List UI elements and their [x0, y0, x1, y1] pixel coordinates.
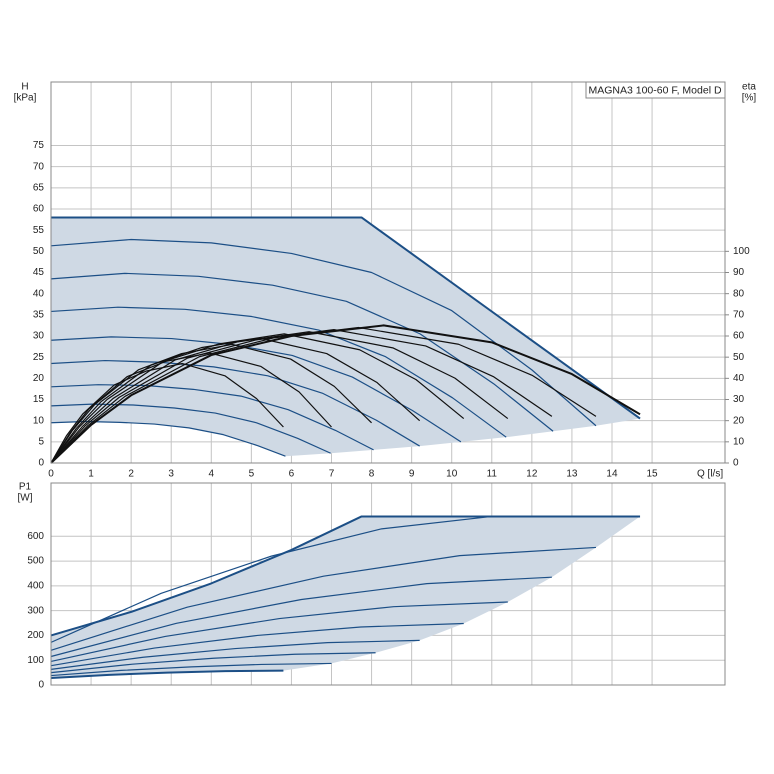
- y-axis-unit: [W]: [18, 493, 33, 504]
- x-tick-label: 9: [409, 469, 415, 480]
- x-tick-label: 7: [329, 469, 335, 480]
- y-tick-label: 25: [33, 352, 45, 363]
- curve: [50, 639, 420, 670]
- efficiency-curve: [50, 324, 641, 464]
- x-tick-label: 10: [446, 469, 458, 480]
- y-tick-label: 0: [38, 680, 44, 691]
- curve: [50, 576, 552, 658]
- y-tick-label: 100: [27, 655, 44, 666]
- y-tick-label: 10: [33, 415, 45, 426]
- title-box: [585, 81, 726, 99]
- curve: [50, 662, 332, 677]
- top-panel-frame: [50, 81, 726, 464]
- y2-tick-label: 40: [733, 373, 745, 384]
- curve: [50, 306, 507, 438]
- y-tick-label: 300: [27, 605, 44, 616]
- y-tick-label: 600: [27, 531, 44, 542]
- x-tick-label: 15: [647, 469, 659, 480]
- y-tick-label: 200: [27, 630, 44, 641]
- y-axis-label: H: [21, 82, 28, 93]
- curve: [50, 546, 597, 651]
- y-tick-label: 5: [38, 436, 44, 447]
- efficiency-curve: [50, 343, 372, 464]
- y-tick-label: 15: [33, 394, 45, 405]
- x-tick-label: 3: [168, 469, 174, 480]
- bottom-panel-frame: [50, 482, 726, 686]
- y2-tick-label: 60: [733, 331, 745, 342]
- y-tick-label: 400: [27, 580, 44, 591]
- y-tick-label: 40: [33, 288, 45, 299]
- efficiency-curve: [50, 329, 553, 464]
- y-tick-label: 50: [33, 246, 45, 257]
- x-tick-label: 4: [209, 469, 215, 480]
- y2-axis-unit: [%]: [742, 93, 757, 104]
- y-tick-label: 55: [33, 225, 45, 236]
- y2-tick-label: 50: [733, 352, 745, 363]
- y2-tick-label: 100: [733, 246, 750, 257]
- y-tick-label: 35: [33, 309, 45, 320]
- curve: [50, 272, 554, 432]
- y2-axis-label: eta: [742, 82, 756, 93]
- x-tick-label: 6: [289, 469, 295, 480]
- efficiency-curve: [50, 326, 597, 464]
- y-tick-label: 75: [33, 140, 45, 151]
- curve: [50, 622, 464, 667]
- y2-tick-label: 10: [733, 436, 745, 447]
- y-tick-label: 30: [33, 331, 45, 342]
- efficiency-curve: [50, 337, 421, 464]
- y2-tick-label: 80: [733, 288, 745, 299]
- efficiency-curve: [50, 362, 284, 464]
- efficiency-curve: [50, 331, 509, 464]
- y2-tick-label: 30: [733, 394, 745, 405]
- x-tick-label: 14: [606, 469, 618, 480]
- x-tick-label: 11: [487, 469, 498, 480]
- operating-region: [51, 516, 641, 679]
- x-tick-label: 8: [369, 469, 375, 480]
- curve: [50, 359, 420, 447]
- curve: [50, 238, 597, 427]
- y-tick-label: 70: [33, 161, 45, 172]
- curve: [50, 669, 284, 680]
- y-axis-label: P1: [19, 482, 32, 493]
- y-tick-label: 20: [33, 373, 45, 384]
- curve: [50, 515, 492, 643]
- y2-tick-label: 90: [733, 267, 745, 278]
- curve: [50, 384, 374, 451]
- curve: [50, 652, 376, 674]
- curve: [51, 216, 641, 420]
- y-tick-label: 65: [33, 182, 45, 193]
- y2-tick-label: 20: [733, 415, 745, 426]
- y-tick-label: 60: [33, 204, 45, 215]
- x-tick-label: 5: [249, 469, 255, 480]
- x-tick-label: 12: [526, 469, 538, 480]
- efficiency-curve: [50, 333, 465, 464]
- x-tick-label: 1: [88, 469, 94, 480]
- plots: 0 1 2 3 4 5 6 7 8 9 10 11 12 13 14 15051015202530354045…: [27, 82, 750, 691]
- x-axis-label: Q [l/s]: [697, 469, 723, 480]
- curve: [50, 420, 286, 457]
- operating-region: [51, 217, 641, 457]
- x-tick-label: 0: [48, 469, 54, 480]
- y-tick-label: 0: [38, 458, 44, 469]
- x-tick-label: 13: [566, 469, 578, 480]
- curve: [50, 601, 508, 663]
- y-axis-unit: [kPa]: [14, 93, 37, 104]
- chart-title: MAGNA3 100-60 F, Model D: [588, 84, 721, 96]
- y2-tick-label: 0: [733, 458, 739, 469]
- y-tick-label: 500: [27, 556, 44, 567]
- curve: [50, 515, 641, 637]
- y2-tick-label: 70: [733, 309, 745, 320]
- x-tick-label: 2: [128, 469, 134, 480]
- y-tick-label: 45: [33, 267, 45, 278]
